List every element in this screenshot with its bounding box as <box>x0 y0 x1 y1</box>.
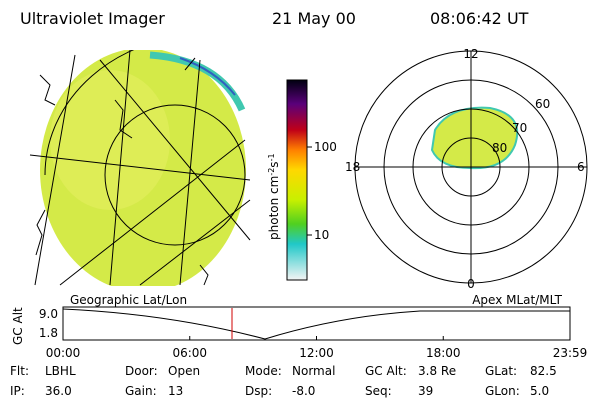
field-value: Open <box>168 364 200 378</box>
orbit-xtick-label: 06:00 <box>172 346 207 360</box>
colorbar <box>286 79 308 281</box>
orbit-xtick-label: 12:00 <box>299 346 334 360</box>
field-value: 36.0 <box>45 384 72 398</box>
polar-image <box>354 50 588 284</box>
unit: s <box>267 161 281 167</box>
orbit-xtick-label: 23:59 <box>553 346 588 360</box>
field-label: GC Alt: <box>365 364 407 378</box>
field-label: GLon: <box>485 384 520 398</box>
orbit-xtick-label: 00:00 <box>46 346 81 360</box>
field-label: Mode: <box>245 364 282 378</box>
field-value: -8.0 <box>292 384 315 398</box>
mlt-label: 6 <box>577 160 585 174</box>
mlt-label: 12 <box>463 47 478 61</box>
field-label: Door: <box>125 364 158 378</box>
field-value: 3.8 Re <box>418 364 456 378</box>
mlt-label: 18 <box>345 160 360 174</box>
mlat-label: 60 <box>535 97 550 111</box>
field-value: 82.5 <box>530 364 557 378</box>
time: 08:06:42 UT <box>430 9 529 28</box>
mlt-label: 0 <box>467 277 475 291</box>
panel-caption: Geographic Lat/Lon <box>70 293 187 307</box>
orbit-ytick: 9.0 <box>39 307 58 321</box>
colorbar-tick-label: 100 <box>314 140 337 154</box>
colorbar-label: photon cm-2s-1 <box>267 153 281 240</box>
field-label: IP: <box>10 384 25 398</box>
date: 21 May 00 <box>272 9 356 28</box>
field-value: LBHL <box>45 364 76 378</box>
mlat-label: 80 <box>492 141 507 155</box>
status-footer: Flt: LBHL Door: Open Mode: Normal GC Alt: 3.8 R… <box>10 364 557 398</box>
mlat-label: 70 <box>512 121 527 135</box>
orbit-ylabel: GC Alt <box>11 307 25 345</box>
title: Ultraviolet Imager <box>20 9 165 28</box>
exponent: -1 <box>267 153 276 161</box>
orbit-curve <box>62 308 570 340</box>
orbit-box <box>62 306 571 341</box>
unit: photon cm <box>267 176 281 240</box>
field-label: Seq: <box>365 384 392 398</box>
geographic-image <box>29 50 251 286</box>
field-value: 39 <box>418 384 433 398</box>
field-value: Normal <box>292 364 335 378</box>
field-label: Flt: <box>10 364 29 378</box>
field-label: GLat: <box>485 364 517 378</box>
field-value: 13 <box>168 384 183 398</box>
exponent: -2 <box>267 168 276 176</box>
field-value: 5.0 <box>530 384 549 398</box>
field-label: Gain: <box>125 384 157 398</box>
orbit-ytick: 1.8 <box>39 326 58 340</box>
panel-caption: Apex MLat/MLT <box>472 293 562 307</box>
field-label: Dsp: <box>245 384 272 398</box>
colorbar-tick-label: 10 <box>314 228 329 242</box>
orbit-xtick-label: 18:00 <box>426 346 461 360</box>
orbit-xticks: 00:00 06:00 12:00 18:00 23:59 <box>46 336 588 360</box>
